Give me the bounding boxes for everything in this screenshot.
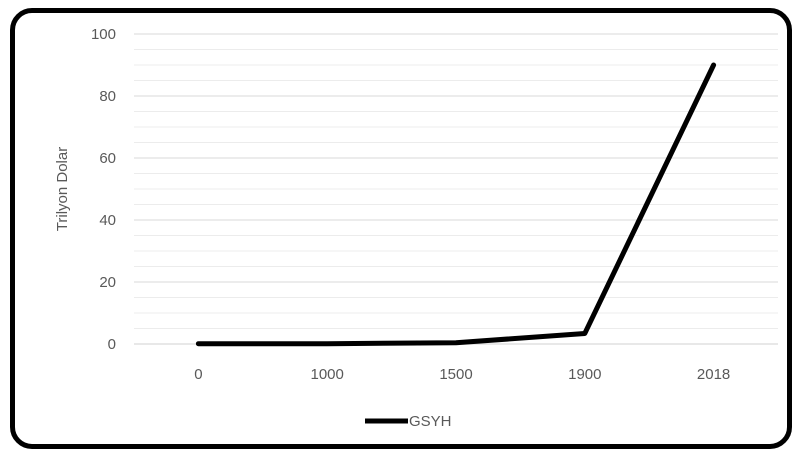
y-tick-label: 20 <box>99 274 116 291</box>
y-tick-label: 0 <box>108 336 116 353</box>
x-tick-label: 2018 <box>697 366 730 383</box>
legend: GSYH <box>365 413 452 430</box>
y-tick-label: 80 <box>99 88 116 105</box>
y-tick-label: 40 <box>99 212 116 229</box>
series-layer <box>195 62 717 347</box>
y-axis-ticks: 0 20 40 60 80 100 <box>91 26 116 353</box>
y-tick-label: 60 <box>99 150 116 167</box>
x-axis-ticks: 0 1000 1500 1900 2018 <box>194 366 730 383</box>
y-tick-label: 100 <box>91 26 116 43</box>
y-axis-title: Trilyon Dolar <box>54 147 71 231</box>
grid-lines <box>134 33 778 345</box>
chart-frame <box>10 8 792 449</box>
x-tick-label: 1900 <box>568 366 601 383</box>
x-tick-label: 1000 <box>311 366 344 383</box>
x-tick-label: 1500 <box>439 366 472 383</box>
legend-label-gsyh: GSYH <box>409 413 452 430</box>
series-line-gsyh <box>195 62 717 347</box>
x-tick-label: 0 <box>194 366 202 383</box>
